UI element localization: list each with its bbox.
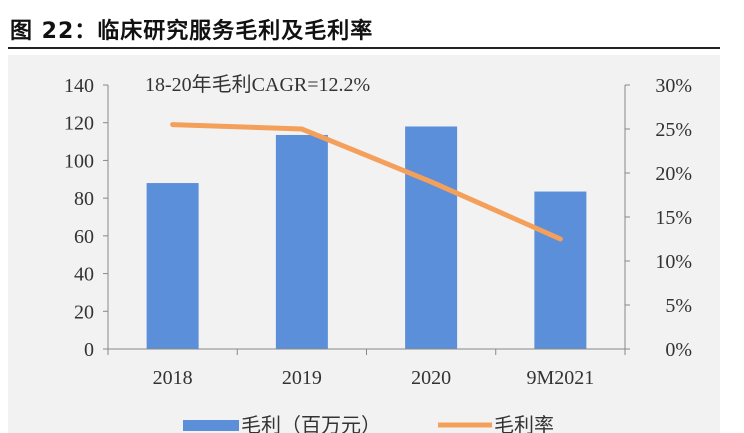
combo-chart: 0 20 40 60 80 100 120 140 0% 5% 10% 15% 20% 25% 30% 2… xyxy=(64,73,692,433)
right-tick-label: 15% xyxy=(655,207,692,229)
x-tick-label: 9M2021 xyxy=(526,367,594,389)
left-tick-label: 20 xyxy=(74,301,94,323)
right-tick-label: 0% xyxy=(665,339,692,361)
line-series xyxy=(170,122,563,242)
figure-title: 图 22：临床研究服务毛利及毛利率 xyxy=(10,19,374,44)
chart-panel: 0 20 40 60 80 100 120 140 0% 5% 10% 15% 20% 25% 30% 2… xyxy=(8,55,720,433)
left-tick-label: 100 xyxy=(64,150,94,172)
left-tick-label: 60 xyxy=(74,226,94,248)
right-tick-label: 20% xyxy=(655,163,692,185)
right-tick-label: 5% xyxy=(665,295,692,317)
bar-2019 xyxy=(275,134,328,349)
bar-series xyxy=(146,126,587,349)
left-tick-label: 80 xyxy=(74,188,94,210)
left-tick-label: 120 xyxy=(64,113,94,135)
x-tick-label: 2018 xyxy=(153,367,193,389)
legend-bar-swatch xyxy=(183,420,239,431)
right-tick-label: 25% xyxy=(655,119,692,141)
bar-2020 xyxy=(405,126,458,349)
legend-line-label: 毛利率 xyxy=(494,414,554,433)
right-tick-label: 10% xyxy=(655,251,692,273)
x-tick-label: 2020 xyxy=(411,367,451,389)
left-axis-ticks: 0 20 40 60 80 100 120 140 xyxy=(64,75,108,361)
x-tick-label: 2019 xyxy=(282,367,322,389)
left-tick-label: 0 xyxy=(84,339,94,361)
left-tick-label: 140 xyxy=(64,75,94,97)
margin-line xyxy=(170,122,563,242)
legend-bar-label: 毛利（百万元） xyxy=(241,414,381,433)
cagr-annotation: 18-20年毛利CAGR=12.2% xyxy=(145,73,370,96)
figure-header: 图 22：临床研究服务毛利及毛利率 xyxy=(0,0,744,49)
right-axis-ticks: 0% 5% 10% 15% 20% 25% 30% xyxy=(625,75,692,361)
bar-9M2021 xyxy=(534,191,587,349)
left-tick-label: 40 xyxy=(74,264,94,286)
header-rule xyxy=(8,47,720,49)
bar-2018 xyxy=(146,183,199,349)
x-axis-ticks: 2018 2019 2020 9M2021 xyxy=(107,349,626,389)
legend: 毛利（百万元） 毛利率 xyxy=(183,414,554,433)
right-tick-label: 30% xyxy=(655,75,692,97)
